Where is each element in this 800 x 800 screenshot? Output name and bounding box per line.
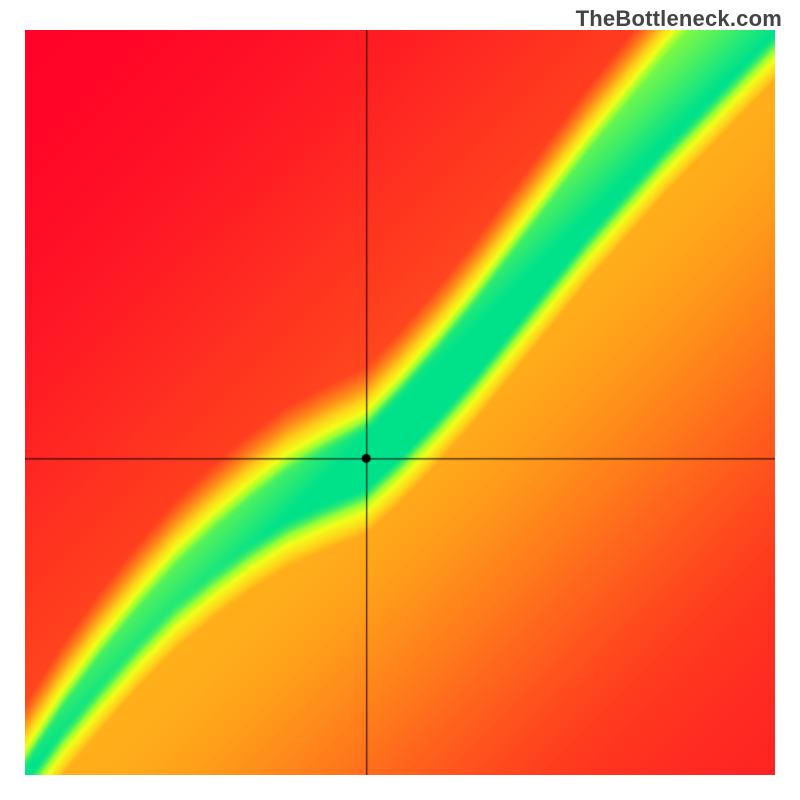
watermark-text: TheBottleneck.com bbox=[576, 6, 782, 32]
chart-container: TheBottleneck.com bbox=[0, 0, 800, 800]
heatmap-canvas bbox=[25, 30, 775, 775]
